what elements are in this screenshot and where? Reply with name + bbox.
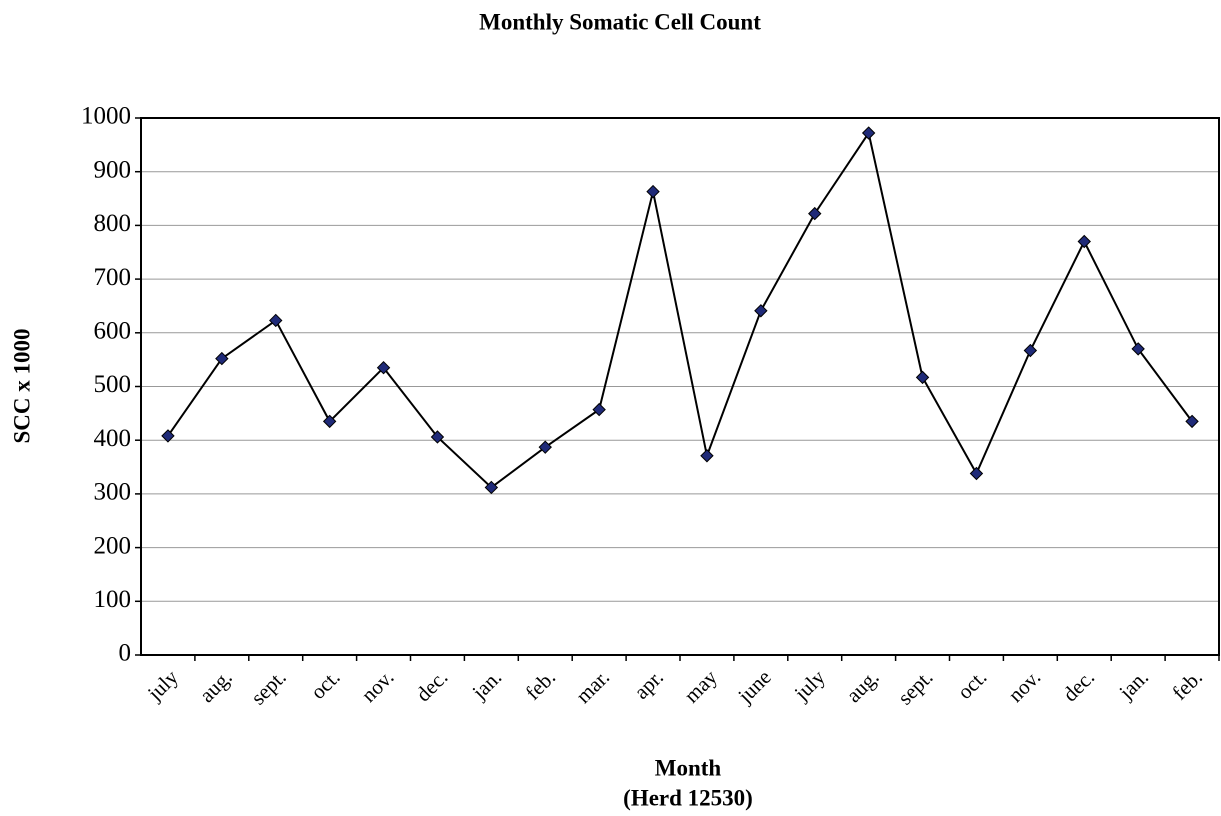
data-point <box>161 429 175 443</box>
data-point <box>1023 343 1038 358</box>
data-point <box>538 440 552 454</box>
data-line <box>167 130 1193 489</box>
x-tick-label: sept. <box>893 665 938 710</box>
data-point <box>592 402 606 417</box>
y-tick-label: 500 <box>94 371 132 398</box>
x-tick-label: oct. <box>306 665 345 704</box>
x-tick-label: feb. <box>521 665 561 705</box>
data-point <box>754 304 768 318</box>
x-tick-label: jan. <box>467 665 507 705</box>
x-tick-label: dec. <box>1058 665 1099 706</box>
x-tick-label: apr. <box>629 665 668 704</box>
x-tick-label: aug. <box>195 665 237 707</box>
x-tick-label: aug. <box>841 665 883 707</box>
y-tick-label: 900 <box>94 156 132 183</box>
x-tick-label: june <box>733 665 776 708</box>
x-axis-sublabel: (Herd 12530) <box>623 785 753 810</box>
data-point <box>646 184 660 199</box>
x-tick-label: oct. <box>953 665 992 704</box>
data-point <box>861 126 876 140</box>
data-point <box>1185 414 1199 429</box>
x-tick-label: nov. <box>356 665 398 707</box>
y-tick-label: 1000 <box>81 103 131 130</box>
data-point <box>808 206 822 221</box>
data-point <box>1077 234 1091 249</box>
data-point <box>269 313 283 328</box>
x-tick-label: july <box>789 665 830 706</box>
x-tick-label: sept. <box>246 665 291 710</box>
x-tick-label: dec. <box>411 665 452 706</box>
x-tick-label: may <box>679 665 722 708</box>
y-tick-label: 0 <box>119 640 132 667</box>
data-point <box>700 449 714 463</box>
x-axis-label: Month <box>655 755 722 780</box>
y-tick-label: 100 <box>94 586 132 613</box>
y-tick-label: 600 <box>94 318 132 345</box>
data-point <box>376 360 391 375</box>
y-tick-label: 700 <box>94 264 132 291</box>
y-axis-label: SCC x 1000 <box>9 328 34 443</box>
data-point <box>1131 342 1145 356</box>
x-tick-label: feb. <box>1167 665 1207 705</box>
data-point <box>969 466 984 481</box>
y-tick-label: 400 <box>94 425 132 452</box>
x-tick-label: mar. <box>571 665 614 708</box>
data-point <box>915 370 930 385</box>
x-tick-label: july <box>142 665 183 706</box>
data-point <box>430 430 445 444</box>
y-tick-label: 800 <box>94 210 132 237</box>
data-point <box>484 480 499 495</box>
data-point <box>322 414 337 429</box>
x-tick-label: nov. <box>1003 665 1045 707</box>
chart-title: Monthly Somatic Cell Count <box>479 9 761 34</box>
data-point <box>215 351 229 366</box>
y-tick-label: 300 <box>94 479 132 506</box>
x-tick-label: jan. <box>1114 665 1154 705</box>
y-tick-label: 200 <box>94 532 132 559</box>
